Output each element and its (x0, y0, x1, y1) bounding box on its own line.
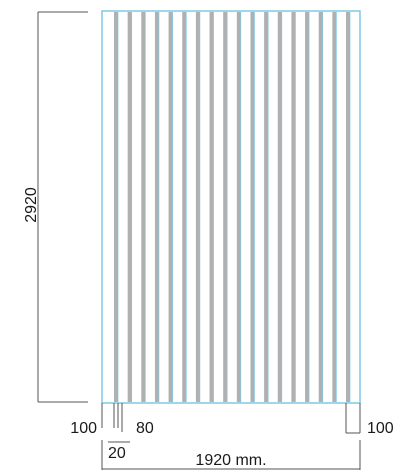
panel (101, 10, 361, 404)
slat (318, 12, 323, 402)
slats-group (114, 12, 351, 402)
slat (114, 12, 118, 402)
slat (291, 12, 296, 402)
slat (141, 12, 146, 402)
slat (264, 12, 269, 402)
slat (209, 12, 214, 402)
slat (236, 12, 241, 402)
left-margin-label: 100 (70, 420, 97, 437)
slat (223, 12, 228, 402)
slat (168, 12, 173, 402)
slat (127, 12, 132, 402)
panel-frame (101, 10, 361, 404)
slat (332, 12, 337, 402)
slat-width-label: 20 (108, 445, 126, 462)
slat-gap-label: 80 (136, 420, 154, 437)
right-margin-label: 100 (367, 420, 394, 437)
slat (305, 12, 310, 402)
slat (277, 12, 282, 402)
slat (154, 12, 159, 402)
bottom-dimensions: 100 80 20 100 1920 mm. (70, 403, 394, 470)
slat (182, 12, 187, 402)
width-label: 1920 mm. (195, 452, 266, 469)
slat (250, 12, 255, 402)
slat (195, 12, 200, 402)
height-dimension: 2920 (23, 11, 88, 403)
height-label: 2920 (23, 187, 40, 223)
slat (346, 12, 350, 402)
